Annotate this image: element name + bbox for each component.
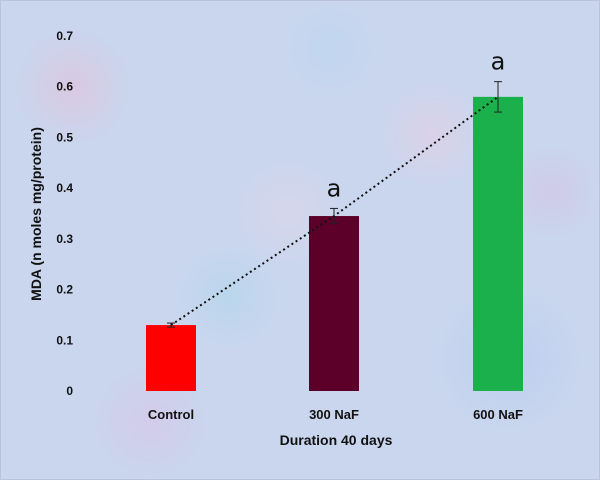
trend-line-group (170, 96, 499, 326)
y-axis-ticks: 0 0.1 0.2 0.3 0.4 0.5 0.6 0.7 (56, 29, 73, 398)
y-tick-label: 0.3 (56, 232, 73, 246)
y-tick-label: 0.1 (56, 333, 73, 347)
y-tick-label: 0.2 (56, 283, 73, 297)
y-tick-label: 0.6 (56, 80, 73, 94)
bar-2 (473, 96, 523, 391)
error-bar (494, 81, 502, 113)
bar-0 (146, 325, 196, 391)
significance-label: a (491, 48, 506, 76)
x-category-label: 600 NaF (473, 407, 523, 422)
x-axis-categories: Control 300 NaF 600 NaF (148, 407, 523, 422)
error-bars (167, 81, 502, 328)
x-axis-title: Duration 40 days (280, 432, 393, 448)
bars (146, 96, 523, 391)
bar-1 (309, 216, 359, 391)
significance-label: a (327, 174, 342, 202)
y-tick-label: 0.4 (56, 181, 73, 195)
significance-labels: aa (327, 48, 506, 203)
y-axis-title: MDA (n moles mg/protein) (28, 127, 44, 301)
y-tick-label: 0 (66, 384, 73, 398)
y-tick-label: 0.5 (56, 130, 73, 144)
y-tick-label: 0.7 (56, 29, 73, 43)
trend-line (170, 96, 499, 326)
x-category-label: Control (148, 407, 194, 422)
x-category-label: 300 NaF (309, 407, 359, 422)
